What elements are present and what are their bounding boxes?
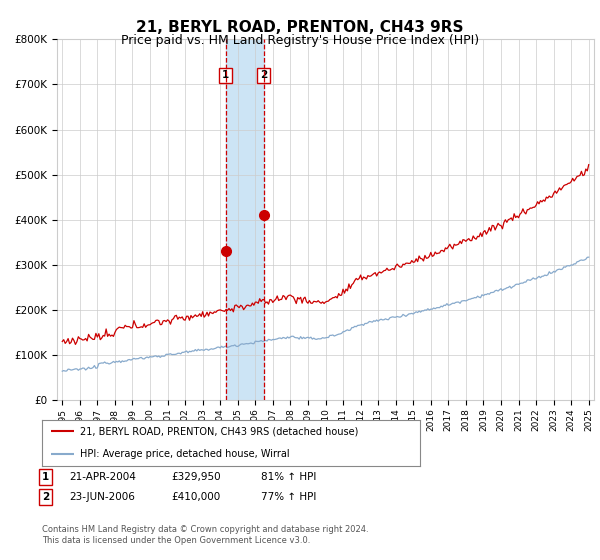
Text: 23-JUN-2006: 23-JUN-2006 bbox=[69, 492, 135, 502]
Text: 2: 2 bbox=[42, 492, 49, 502]
Text: Price paid vs. HM Land Registry's House Price Index (HPI): Price paid vs. HM Land Registry's House … bbox=[121, 34, 479, 46]
Text: £329,950: £329,950 bbox=[171, 472, 221, 482]
Text: 21, BERYL ROAD, PRENTON, CH43 9RS (detached house): 21, BERYL ROAD, PRENTON, CH43 9RS (detac… bbox=[80, 426, 358, 436]
Text: 77% ↑ HPI: 77% ↑ HPI bbox=[261, 492, 316, 502]
Text: 81% ↑ HPI: 81% ↑ HPI bbox=[261, 472, 316, 482]
Text: Contains HM Land Registry data © Crown copyright and database right 2024.
This d: Contains HM Land Registry data © Crown c… bbox=[42, 525, 368, 545]
Text: 2: 2 bbox=[260, 71, 268, 80]
Text: 21-APR-2004: 21-APR-2004 bbox=[69, 472, 136, 482]
Text: 1: 1 bbox=[222, 71, 229, 80]
Text: HPI: Average price, detached house, Wirral: HPI: Average price, detached house, Wirr… bbox=[80, 449, 289, 459]
Bar bbox=[226, 39, 264, 400]
Text: 21, BERYL ROAD, PRENTON, CH43 9RS: 21, BERYL ROAD, PRENTON, CH43 9RS bbox=[136, 20, 464, 35]
Text: £410,000: £410,000 bbox=[171, 492, 220, 502]
Text: 1: 1 bbox=[42, 472, 49, 482]
